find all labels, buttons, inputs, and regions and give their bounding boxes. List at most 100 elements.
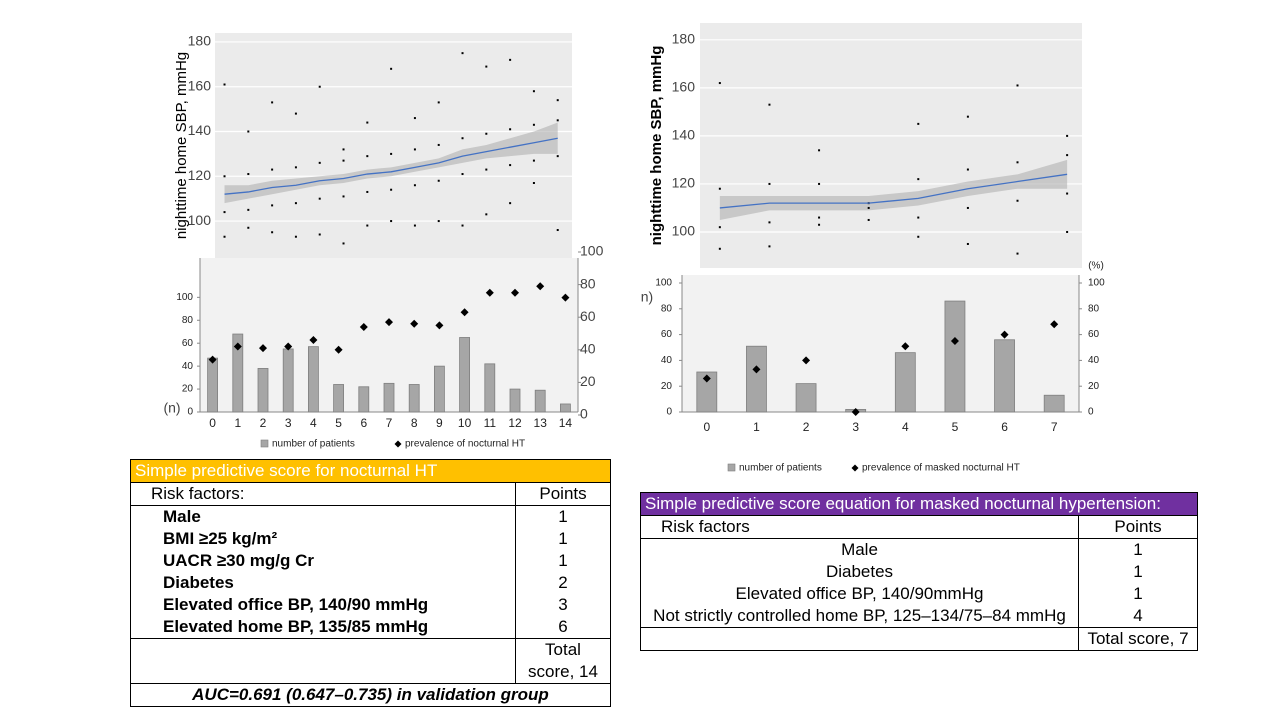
y2-tick-label: 0 — [580, 406, 588, 422]
data-point — [818, 223, 821, 226]
y-tick-label: 100 — [188, 212, 212, 228]
data-point — [867, 206, 870, 209]
y-tick-label: 120 — [188, 167, 212, 183]
x-tick-label: 14 — [559, 416, 573, 430]
y-axis-label: n) — [641, 289, 653, 305]
bar — [282, 348, 294, 413]
data-point — [818, 149, 821, 152]
risk-row: Not strictly controlled home BP, 125–134… — [640, 605, 1198, 628]
bar — [746, 345, 767, 413]
y-tick-label: 20 — [182, 384, 194, 395]
empty-cell — [640, 627, 1079, 651]
x-tick-label: 8 — [411, 416, 418, 430]
bar — [894, 352, 916, 413]
data-point — [413, 184, 416, 187]
data-point — [818, 216, 821, 219]
prevalence-marker — [460, 308, 469, 317]
column-header: Risk factors: — [130, 482, 516, 506]
data-point — [461, 52, 464, 55]
data-point — [818, 182, 821, 185]
total-score: Total score, 14 — [515, 638, 611, 684]
y-tick-label: 180 — [188, 33, 212, 49]
bar — [696, 371, 718, 413]
prevalence-marker — [284, 342, 293, 351]
risk-factor: Diabetes — [640, 561, 1079, 583]
data-point — [556, 229, 559, 232]
prevalence-marker — [309, 336, 318, 345]
data-point — [718, 247, 721, 250]
risk-factor: Male — [130, 505, 516, 528]
data-point — [247, 130, 250, 133]
risk-factor: Elevated office BP, 140/90 mmHg — [130, 594, 516, 616]
risk-row: BMI ≥25 kg/m² 1 — [130, 528, 611, 550]
data-point — [917, 235, 920, 238]
data-point — [366, 121, 369, 124]
x-tick-label: 9 — [436, 416, 443, 430]
bar — [795, 383, 817, 413]
data-point — [867, 218, 870, 221]
y-axis-label: (n) — [163, 400, 180, 416]
risk-factor: Elevated office BP, 140/90mmHg — [640, 583, 1079, 605]
prevalence-marker — [435, 321, 444, 330]
bar — [433, 365, 445, 413]
y-tick-label: 100 — [655, 278, 672, 289]
data-point — [461, 224, 464, 227]
data-point — [1066, 230, 1069, 233]
x-tick-label: 7 — [386, 416, 393, 430]
data-point — [223, 235, 226, 238]
x-tick-label: 7 — [1051, 420, 1058, 434]
data-point — [366, 224, 369, 227]
bar — [307, 346, 319, 413]
prevalence-marker — [1000, 330, 1009, 339]
prevalence-marker — [359, 322, 368, 331]
data-point — [437, 220, 440, 223]
y2-tick-label: 20 — [1088, 381, 1100, 392]
confidence-band — [719, 159, 1068, 220]
bar — [232, 333, 244, 413]
data-point — [461, 173, 464, 176]
bar — [333, 384, 345, 413]
data-point — [413, 117, 416, 120]
data-point — [966, 242, 969, 245]
data-point — [294, 112, 297, 115]
risk-row: Elevated office BP, 140/90mmHg 1 — [640, 583, 1198, 605]
legend-marker — [727, 463, 736, 472]
data-point — [1016, 199, 1019, 202]
score-table: Simple predictive score equation for mas… — [640, 492, 1198, 651]
prevalence-marker — [901, 342, 910, 351]
y-tick-label: 60 — [182, 338, 194, 349]
legend-label: number of patients — [272, 439, 355, 450]
table-title: Simple predictive score equation for mas… — [640, 492, 1198, 516]
data-point — [917, 178, 920, 181]
x-tick-label: 3 — [285, 416, 292, 430]
risk-factor: Not strictly controlled home BP, 125–134… — [640, 605, 1079, 628]
prevalence-marker — [259, 344, 267, 353]
plot-background — [682, 275, 1079, 412]
y-tick-label: 140 — [672, 127, 696, 143]
y-tick-label: 180 — [672, 31, 696, 47]
risk-factor: UACR ≥30 mg/g Cr — [130, 550, 516, 572]
bar — [207, 357, 219, 413]
risk-row: Diabetes 2 — [130, 572, 611, 594]
data-point — [966, 168, 969, 171]
data-point — [556, 119, 559, 122]
data-point — [318, 161, 321, 164]
x-tick-label: 5 — [952, 420, 959, 434]
data-point — [768, 103, 771, 106]
data-point — [413, 224, 416, 227]
bar — [358, 386, 370, 413]
data-point — [966, 115, 969, 118]
data-point — [917, 122, 920, 125]
y2-tick-label: 60 — [1088, 329, 1100, 340]
plot-background — [700, 23, 1082, 268]
x-tick-label: 6 — [360, 416, 367, 430]
risk-factor: Elevated home BP, 135/85 mmHg — [130, 616, 516, 639]
data-point — [556, 155, 559, 158]
bar — [1043, 394, 1065, 413]
data-point — [437, 101, 440, 104]
legend-marker — [260, 439, 269, 448]
risk-row: Elevated home BP, 135/85 mmHg 6 — [130, 616, 611, 639]
x-tick-label: 1 — [753, 420, 760, 434]
prevalence-marker — [334, 345, 343, 354]
data-point — [294, 235, 297, 238]
